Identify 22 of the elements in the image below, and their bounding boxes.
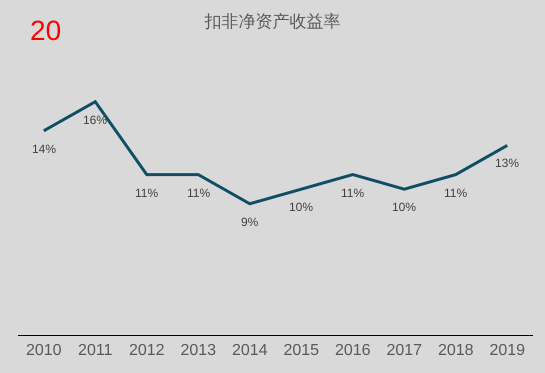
data-label: 16% [83, 113, 108, 127]
x-tick-label: 2015 [283, 342, 320, 360]
data-label: 11% [444, 186, 468, 200]
x-tick-label: 2011 [78, 342, 113, 360]
x-tick-label: 2017 [386, 342, 422, 360]
x-tick-label: 2012 [128, 342, 165, 360]
data-label: 11% [135, 186, 158, 200]
data-label: 13% [495, 156, 520, 170]
data-label: 10% [289, 200, 314, 214]
x-tick-label: 2014 [232, 342, 268, 360]
data-label: 11% [187, 186, 210, 200]
data-label: 9% [241, 215, 259, 229]
data-label: 11% [341, 186, 364, 200]
x-tick-label: 2019 [489, 342, 526, 360]
x-tick-label: 2016 [334, 342, 371, 360]
chart-title: 扣非净资产收益率 [204, 12, 340, 32]
x-tick-label: 2013 [180, 342, 216, 360]
x-tick-label: 2010 [26, 342, 62, 360]
x-tick-label: 2018 [438, 342, 474, 360]
data-label: 14% [32, 142, 56, 156]
data-label: 10% [392, 200, 416, 214]
text: 20 [30, 15, 62, 46]
